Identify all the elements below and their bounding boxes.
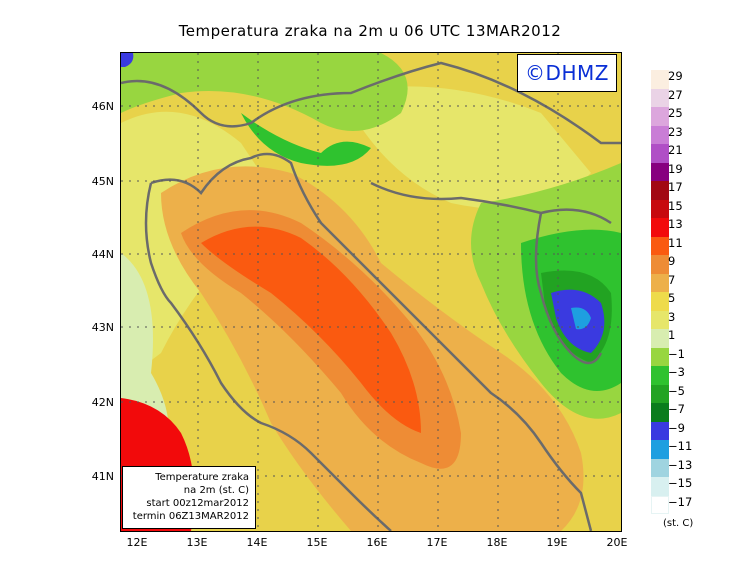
legend-swatch xyxy=(651,292,669,311)
dhmz-logo: ©DHMZ xyxy=(517,54,617,92)
legend-swatch xyxy=(651,366,669,385)
coastline-west xyxy=(144,182,392,531)
legend-swatch xyxy=(651,162,669,181)
legend-level-label: 3 xyxy=(668,309,676,324)
lat-label: 43N xyxy=(91,321,114,334)
coastline-east xyxy=(150,152,593,531)
legend-unit: (st. C) xyxy=(663,518,694,529)
graticule xyxy=(121,53,621,531)
legend-level-label: 11 xyxy=(668,235,683,250)
lon-label: 19E xyxy=(546,536,568,549)
legend-swatch xyxy=(651,70,669,89)
map-canvas xyxy=(121,53,621,531)
lat-label: 41N xyxy=(91,470,114,483)
map-title: Temperatura zraka na 2m u 06 UTC 13MAR20… xyxy=(178,22,562,40)
legend-swatch xyxy=(651,310,669,329)
legend-swatch xyxy=(651,88,669,107)
legend-swatch xyxy=(651,347,669,366)
legend-swatch xyxy=(651,273,669,292)
temperature-map xyxy=(120,52,622,532)
field-alps xyxy=(121,53,408,131)
legend-swatch xyxy=(651,255,669,274)
border-north xyxy=(121,61,621,145)
legend-swatch xyxy=(651,125,669,144)
legend-swatch xyxy=(651,440,669,459)
legend-level-label: −3 xyxy=(668,365,685,379)
lon-label: 13E xyxy=(186,536,208,549)
field-pannonian xyxy=(341,86,591,209)
field-alps-cold xyxy=(241,113,371,166)
legend-level-label: −13 xyxy=(668,457,693,472)
legend-level-label: 29 xyxy=(668,69,683,83)
info-line-1: Temperature zraka xyxy=(155,472,249,483)
legend-level-label: 9 xyxy=(668,254,676,268)
legend-swatch xyxy=(651,181,669,200)
legend-level-label: 1 xyxy=(668,328,676,342)
legend-level-label: −15 xyxy=(668,476,693,490)
legend-level-label: 19 xyxy=(668,161,683,176)
legend-level-label: 7 xyxy=(668,272,676,287)
legend-swatch xyxy=(651,107,669,126)
lat-label: 45N xyxy=(91,175,114,188)
field-mountain-coldest xyxy=(571,307,591,330)
border-drina xyxy=(534,212,603,365)
legend-level-label: 5 xyxy=(668,291,676,305)
legend-swatch xyxy=(651,495,669,514)
legend-level-label: −11 xyxy=(668,439,693,453)
lon-label: 20E xyxy=(606,536,628,549)
legend-level-label: 21 xyxy=(668,143,683,157)
legend-swatch xyxy=(651,421,669,440)
color-legend xyxy=(651,70,669,514)
lon-label: 15E xyxy=(306,536,328,549)
legend-swatch xyxy=(651,329,669,348)
lon-label: 16E xyxy=(366,536,388,549)
legend-level-label: −1 xyxy=(668,346,685,361)
legend-swatch xyxy=(651,458,669,477)
lon-label: 18E xyxy=(486,536,508,549)
legend-level-label: −7 xyxy=(668,402,685,416)
legend-level-label: 13 xyxy=(668,217,683,231)
field-adriatic-11 xyxy=(201,226,421,433)
lat-label: 42N xyxy=(91,396,114,409)
legend-level-label: −5 xyxy=(668,383,685,398)
legend-level-label: 23 xyxy=(668,124,683,139)
lon-label: 12E xyxy=(126,536,148,549)
field-nw-cold xyxy=(121,53,134,67)
legend-swatch xyxy=(651,236,669,255)
legend-swatch xyxy=(651,384,669,403)
legend-swatch xyxy=(651,144,669,163)
lon-label: 17E xyxy=(426,536,448,549)
legend-swatch xyxy=(651,403,669,422)
lon-label: 14E xyxy=(246,536,268,549)
legend-swatch xyxy=(651,218,669,237)
legend-swatch xyxy=(651,199,669,218)
lat-label: 46N xyxy=(91,100,114,113)
legend-level-label: 25 xyxy=(668,106,683,120)
info-line-4: termin 06Z13MAR2012 xyxy=(132,511,249,522)
lat-label: 44N xyxy=(91,248,114,261)
legend-swatch xyxy=(651,477,669,496)
info-line-2: na 2m (st. C) xyxy=(183,485,249,496)
legend-level-label: −17 xyxy=(668,494,693,509)
legend-level-label: 27 xyxy=(668,87,683,102)
info-line-3: start 00z12mar2012 xyxy=(146,498,249,509)
legend-level-label: −9 xyxy=(668,420,685,435)
border-sava xyxy=(370,181,612,225)
legend-level-label: 15 xyxy=(668,198,683,213)
info-box: Temperature zraka na 2m (st. C) start 00… xyxy=(122,466,256,529)
legend-level-label: 17 xyxy=(668,180,683,194)
